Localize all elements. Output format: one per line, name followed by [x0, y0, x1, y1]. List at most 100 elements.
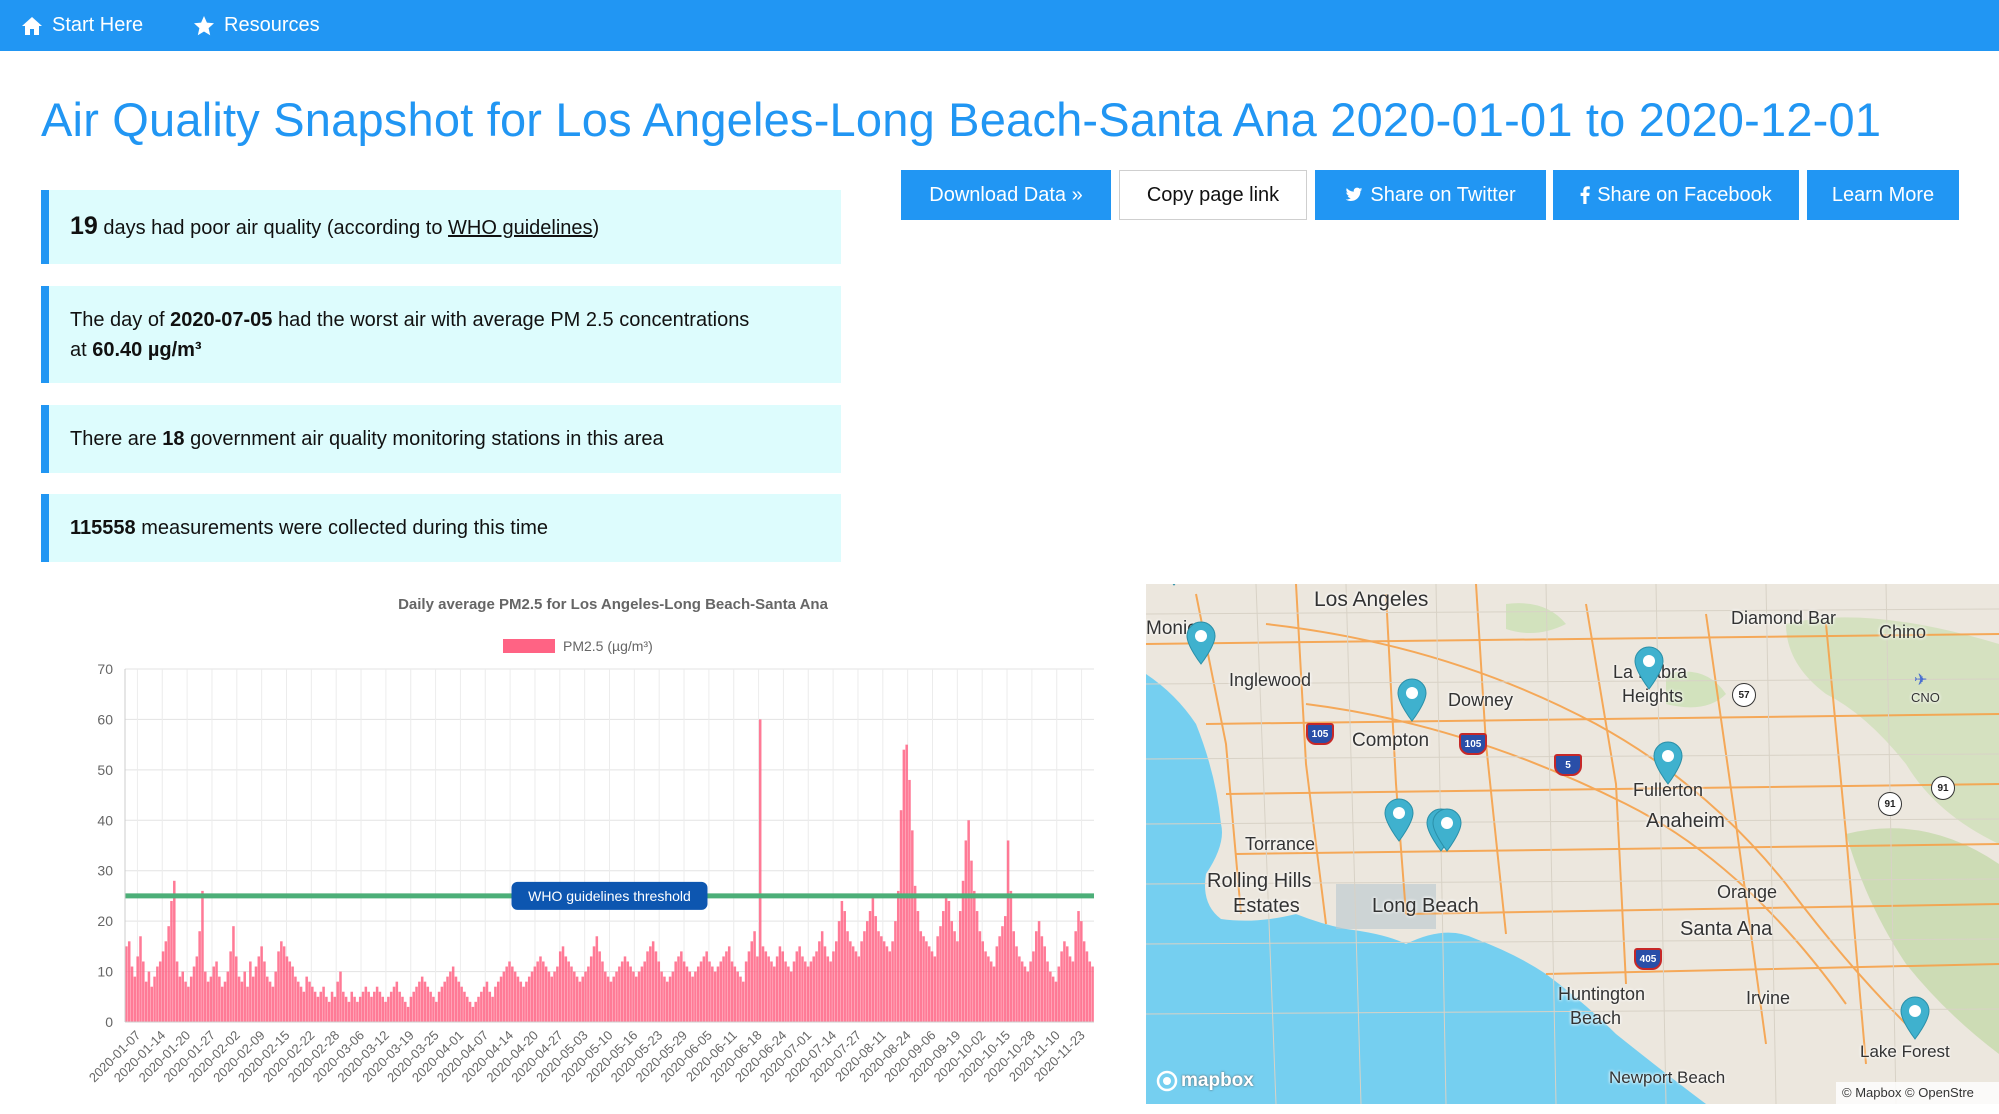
pm25-bar	[722, 956, 725, 1022]
pm25-bar	[671, 971, 675, 1022]
pm25-bar	[592, 946, 596, 1022]
pm25-bar	[313, 991, 317, 1022]
pm25-bar	[725, 951, 728, 1022]
pm25-bar	[302, 991, 306, 1022]
station-marker-icon[interactable]	[1651, 739, 1685, 785]
nav-resources[interactable]: Resources	[192, 0, 320, 51]
pm25-bar	[682, 961, 686, 1022]
pm25-bar	[482, 986, 486, 1022]
share-facebook-button[interactable]: Share on Facebook	[1553, 170, 1799, 220]
pm25-bar	[798, 946, 801, 1022]
pm25-bar	[942, 911, 945, 1022]
pm25-bar	[773, 966, 776, 1022]
station-marker-icon[interactable]	[1157, 584, 1191, 586]
map-overlay: Los Angeles Monica Inglewood Downey Compton D…	[1146, 584, 1999, 1104]
pm25-bar	[626, 961, 630, 1022]
pm25-bar	[206, 981, 210, 1022]
pm25-bar	[823, 946, 827, 1022]
pm25-bar	[254, 966, 258, 1022]
pm25-bar	[961, 880, 965, 1022]
pm25-bar	[209, 976, 213, 1022]
pm25-bar	[156, 966, 159, 1022]
pm25-bar	[147, 971, 151, 1022]
pm25-bar	[418, 981, 421, 1022]
y-tick-label: 40	[97, 812, 113, 828]
pm25-bar	[361, 991, 365, 1022]
chart-title: Daily average PM2.5 for Los Angeles-Long…	[398, 596, 828, 613]
page-title: Air Quality Snapshot for Los Angeles-Lon…	[41, 93, 1882, 146]
pm25-bar	[1082, 941, 1086, 1022]
pm25-bar	[820, 931, 824, 1022]
pm25-bar	[561, 946, 565, 1022]
download-data-button[interactable]: Download Data »	[901, 170, 1111, 220]
poor-air-days-desc-end: )	[592, 217, 600, 239]
pm25-bar	[1015, 946, 1018, 1022]
pm25-bar	[958, 911, 962, 1022]
pm25-bar	[840, 900, 844, 1022]
interstate-shield-icon: 105	[1306, 723, 1334, 745]
pm25-bar	[1029, 961, 1032, 1022]
map-place-label: Diamond Bar	[1731, 608, 1837, 628]
pm25-bar	[868, 911, 872, 1022]
pm25-bar	[1020, 961, 1024, 1022]
home-icon	[20, 14, 44, 38]
mapbox-logo[interactable]: mapbox	[1156, 1070, 1254, 1092]
pm25-bar	[939, 926, 942, 1022]
pm25-bar	[913, 885, 917, 1022]
station-marker-icon[interactable]	[1395, 676, 1429, 722]
who-guidelines-link[interactable]: WHO guidelines	[448, 217, 593, 239]
map-attribution[interactable]: © Mapbox © OpenStre	[1836, 1082, 1999, 1104]
pm25-bar	[336, 981, 339, 1022]
stations-map[interactable]: Los Angeles Monica Inglewood Downey Compton D…	[1146, 584, 1999, 1104]
station-marker-icon[interactable]	[1382, 796, 1416, 842]
pm25-bar	[1046, 961, 1049, 1022]
station-marker-icon[interactable]	[1184, 619, 1218, 665]
pm25-bar	[973, 890, 976, 1022]
pm25-bar	[401, 996, 404, 1022]
stations-card: There are 18 government air quality moni…	[41, 405, 841, 473]
pm25-bar	[198, 931, 201, 1022]
pm25-bar	[660, 971, 663, 1022]
y-tick-label: 60	[97, 711, 113, 727]
pm25-bar	[389, 991, 393, 1022]
stations-desc-2: government air quality monitoring statio…	[190, 428, 664, 450]
pm25-bar	[432, 996, 435, 1022]
learn-more-button[interactable]: Learn More	[1807, 170, 1959, 220]
pm25-bar	[733, 966, 737, 1022]
pm25-bar	[713, 971, 717, 1022]
pm25-bar	[987, 956, 990, 1022]
pm25-bar	[612, 976, 615, 1022]
download-data-label: Download Data »	[929, 183, 1083, 206]
pm25-bar	[916, 911, 920, 1022]
pm25-bar	[837, 921, 841, 1022]
pm25-bar	[702, 956, 706, 1022]
map-canvas[interactable]	[1146, 584, 1999, 1104]
pm25-bar	[894, 921, 897, 1022]
pm25-bar	[736, 971, 739, 1022]
pm25-bar	[457, 981, 461, 1022]
map-place-label: Los Angeles	[1314, 588, 1429, 611]
pm25-bar	[288, 961, 292, 1022]
pm25-bar	[330, 991, 334, 1022]
pm25-bar	[1001, 926, 1004, 1022]
station-marker-icon[interactable]	[1898, 994, 1932, 1040]
pm25-bar	[527, 976, 531, 1022]
worst-day-value: 60.40 µg/m³	[92, 338, 202, 361]
map-place-label: Beach	[1570, 1008, 1622, 1028]
station-marker-icon[interactable]	[1430, 806, 1464, 852]
copy-page-link-button[interactable]: Copy page link	[1119, 170, 1307, 220]
pm25-bar	[496, 981, 500, 1022]
share-twitter-button[interactable]: Share on Twitter	[1315, 170, 1546, 220]
pm25-bar	[1060, 951, 1063, 1022]
pm25-bar	[406, 1006, 410, 1022]
pm25-bar	[446, 976, 449, 1022]
pm25-bar	[694, 971, 697, 1022]
pm25-bar	[426, 986, 430, 1022]
nav-start-here[interactable]: Start Here	[20, 0, 143, 51]
pm25-bar	[398, 991, 401, 1022]
pm25-bar	[888, 951, 892, 1022]
pm25-bar	[688, 971, 692, 1022]
pm25-bar	[804, 961, 807, 1022]
station-marker-icon[interactable]	[1632, 644, 1666, 690]
pm25-bar	[342, 991, 345, 1022]
